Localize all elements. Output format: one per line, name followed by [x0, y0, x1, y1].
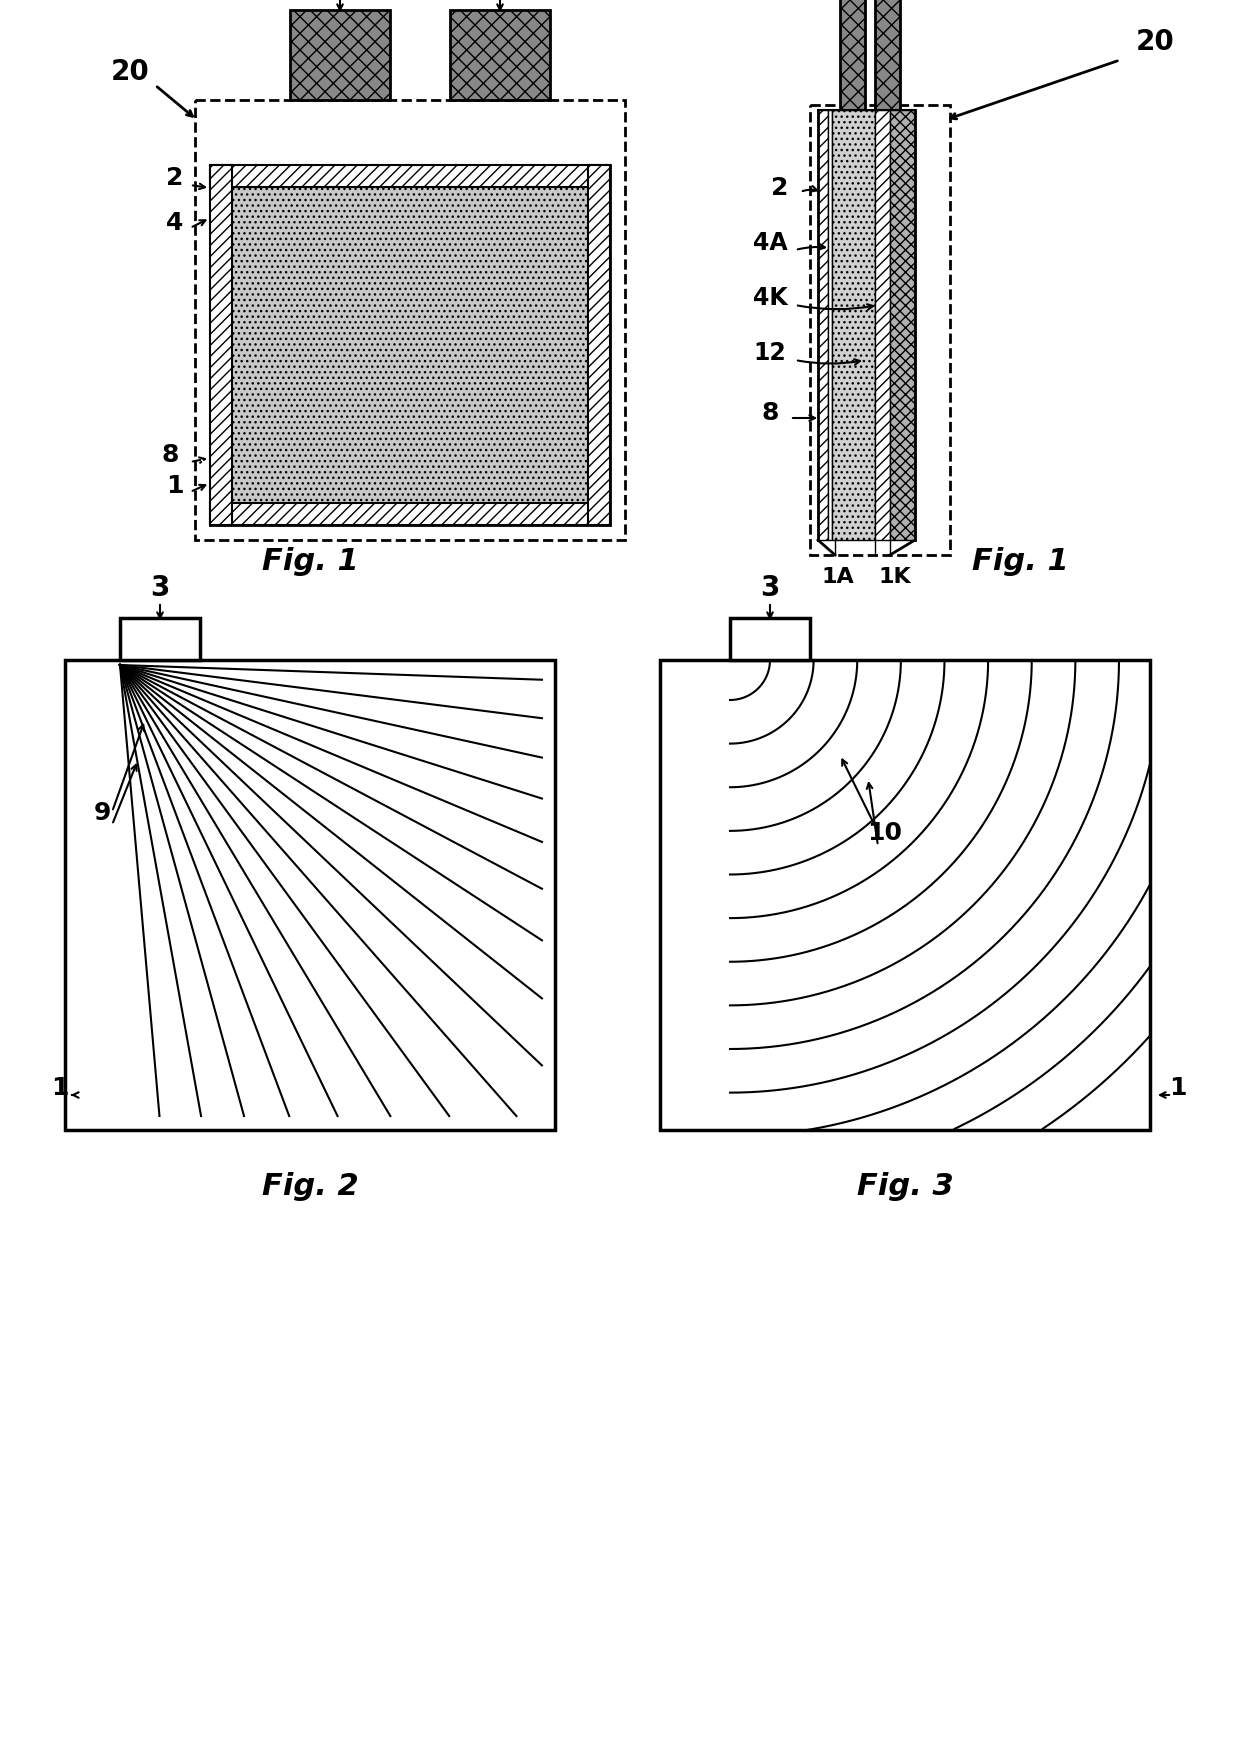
Text: 2: 2 [166, 165, 184, 190]
Text: 20: 20 [110, 58, 149, 86]
Polygon shape [210, 165, 610, 525]
Polygon shape [290, 11, 391, 100]
Text: 2: 2 [771, 176, 789, 200]
Polygon shape [660, 661, 1149, 1130]
Polygon shape [210, 503, 610, 525]
Text: Fig. 3: Fig. 3 [857, 1172, 954, 1202]
Text: 4A: 4A [753, 230, 787, 255]
Text: 1: 1 [51, 1075, 68, 1100]
Polygon shape [210, 165, 232, 525]
Text: Fig. 2: Fig. 2 [262, 1172, 358, 1202]
Polygon shape [818, 111, 828, 539]
Text: 1: 1 [1169, 1075, 1187, 1100]
Text: 1: 1 [166, 474, 184, 497]
Text: 3: 3 [150, 575, 170, 603]
Text: 10: 10 [868, 821, 903, 845]
Text: 20: 20 [1136, 28, 1174, 56]
Text: 9: 9 [93, 801, 110, 826]
Polygon shape [875, 111, 890, 539]
Polygon shape [730, 618, 810, 661]
Polygon shape [875, 0, 900, 111]
Polygon shape [890, 111, 915, 539]
Text: 3: 3 [760, 575, 780, 603]
Polygon shape [64, 661, 556, 1130]
Polygon shape [210, 165, 610, 186]
Text: 12: 12 [754, 341, 786, 365]
Text: 8: 8 [161, 443, 179, 467]
Polygon shape [450, 11, 551, 100]
Polygon shape [839, 0, 866, 111]
Text: Fig. 1: Fig. 1 [262, 546, 358, 576]
Polygon shape [120, 618, 200, 661]
Text: 4K: 4K [753, 286, 787, 309]
Text: 1A: 1A [822, 568, 854, 587]
Text: Fig. 1: Fig. 1 [972, 546, 1069, 576]
Text: 1K: 1K [879, 568, 911, 587]
Polygon shape [828, 111, 832, 539]
Text: 4: 4 [166, 211, 184, 235]
Polygon shape [832, 111, 875, 539]
Polygon shape [588, 165, 610, 525]
Text: 8: 8 [761, 401, 779, 425]
